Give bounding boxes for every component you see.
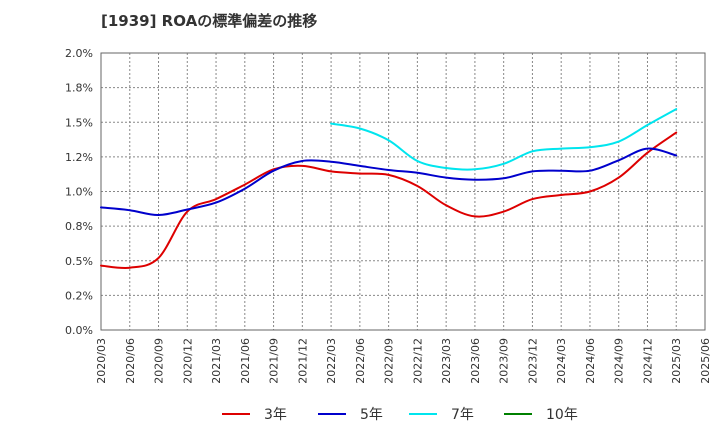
chart-title: [1939] ROAの標準偏差の推移: [101, 12, 318, 30]
y-tick-label: 1.0%: [65, 186, 93, 199]
x-tick-label: 2022/03: [325, 338, 338, 384]
x-tick-label: 2023/03: [440, 338, 453, 384]
x-axis-ticks: 2020/03 2020/06 2020/09 2020/12 2021/03 2021/…: [95, 338, 712, 384]
legend: 3年 5年 7年 10年: [222, 407, 578, 423]
series-line-2: [100, 147, 678, 217]
x-tick-label: 2020/09: [153, 338, 166, 384]
y-tick-label: 0.0%: [65, 324, 93, 337]
x-tick-label: 2023/12: [526, 338, 539, 384]
y-tick-label: 0.8%: [65, 220, 93, 233]
x-tick-label: 2022/12: [411, 338, 424, 384]
plot-area: [100, 52, 706, 331]
x-tick-label: 2022/09: [383, 338, 396, 384]
y-axis-ticks: 0.0% 0.2% 0.5% 0.8% 1.0% 1.2% 1.5% 1.8% 2.0%: [65, 47, 93, 337]
x-tick-label: 2021/12: [296, 338, 309, 384]
x-tick-label: 2024/06: [584, 338, 597, 384]
x-tick-label: 2023/06: [469, 338, 482, 384]
x-tick-label: 2020/03: [95, 338, 108, 384]
y-tick-label: 0.2%: [65, 289, 93, 302]
legend-label: 7年: [451, 407, 474, 423]
series-line-3: [330, 108, 678, 171]
x-tick-label: 2021/06: [239, 338, 252, 384]
x-tick-label: 2021/09: [268, 338, 281, 384]
series-line-1: [100, 131, 678, 269]
x-tick-label: 2024/12: [641, 338, 654, 384]
x-tick-label: 2020/12: [181, 338, 194, 384]
series-lines: [100, 108, 678, 269]
legend-label: 10年: [546, 407, 578, 423]
x-tick-label: 2023/09: [498, 338, 511, 384]
y-tick-label: 1.8%: [65, 82, 93, 95]
x-tick-label: 2024/03: [555, 338, 568, 384]
legend-label: 3年: [264, 407, 287, 423]
grid: [101, 53, 705, 330]
y-tick-label: 0.5%: [65, 255, 93, 268]
legend-label: 5年: [360, 407, 383, 423]
x-tick-label: 2021/03: [210, 338, 223, 384]
y-tick-label: 1.2%: [65, 151, 93, 164]
y-tick-label: 2.0%: [65, 47, 93, 60]
x-tick-label: 2025/06: [699, 338, 712, 384]
x-tick-label: 2024/09: [613, 338, 626, 384]
x-tick-label: 2022/06: [354, 338, 367, 384]
x-tick-label: 2025/03: [670, 338, 683, 384]
x-tick-label: 2020/06: [124, 338, 137, 384]
y-tick-label: 1.5%: [65, 116, 93, 129]
